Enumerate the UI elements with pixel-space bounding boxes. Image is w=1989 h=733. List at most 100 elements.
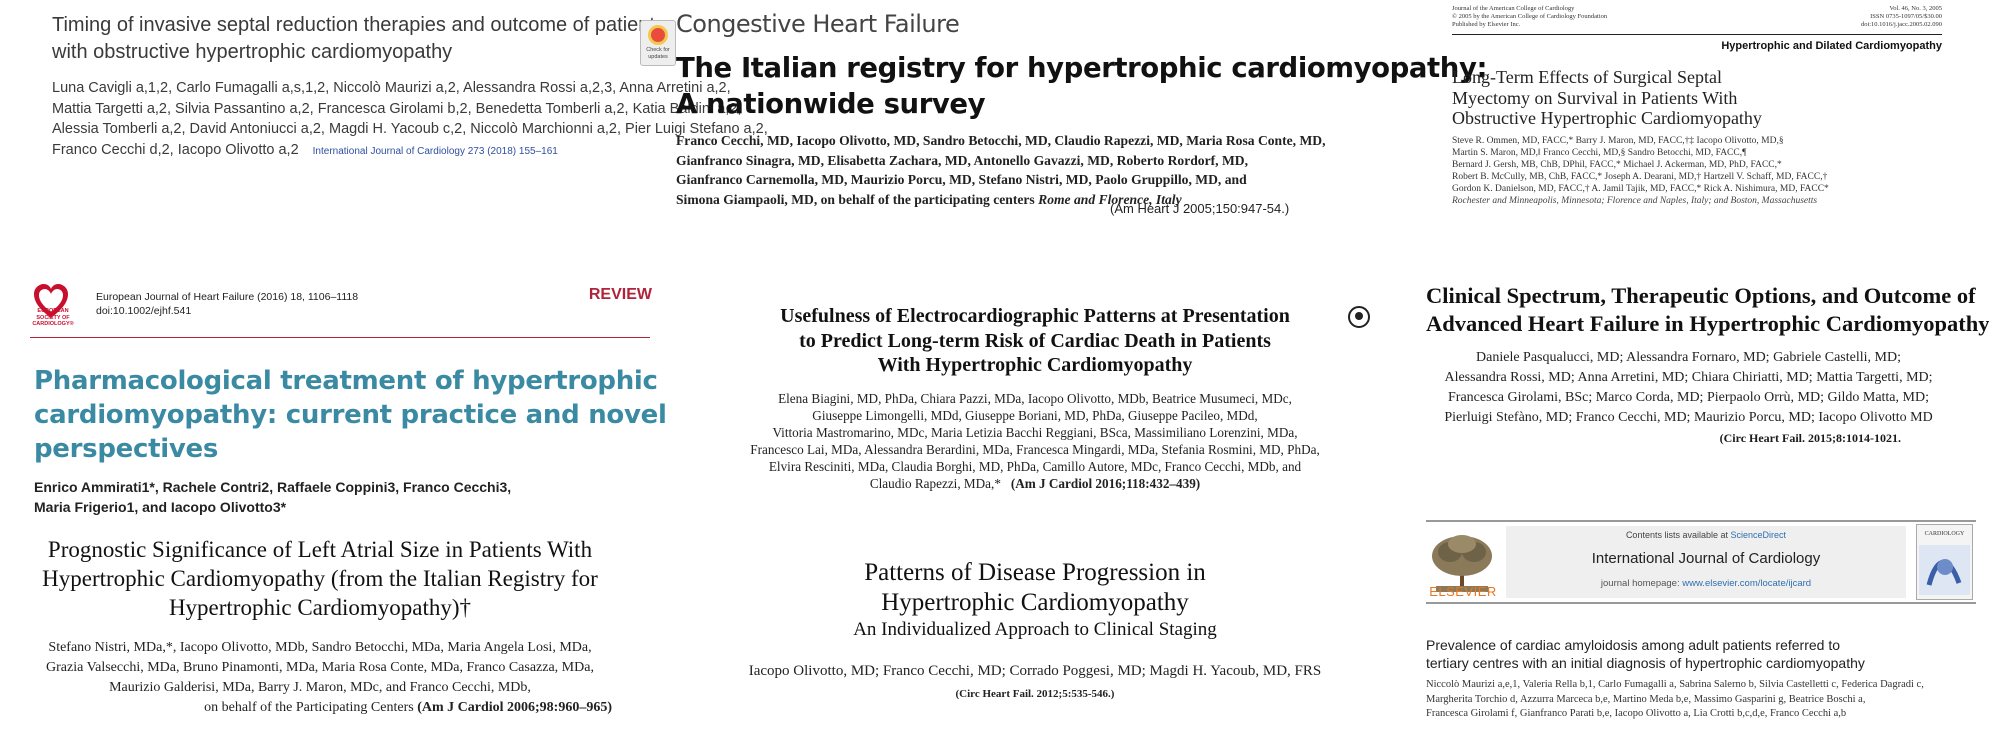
society-logo-text: EUROPEAN SOCIETY OF CARDIOLOGY® [30,308,76,328]
title-line: With Hypertrophic Cardiomyopathy [877,354,1193,376]
author-line: Vittoria Mastromarino, MDc, Maria Letizi… [772,424,1298,440]
contents-label: Contents lists available at [1625,530,1728,540]
logo-text-line: EUROPEAN [37,308,69,314]
title-line: perspectives [34,434,218,464]
author-line: Maurizio Galderisi, MDa, Barry J. Maron,… [109,680,531,695]
article-type-badge: REVIEW [588,286,652,303]
author-list: Enrico Ammirati1*, Rachele Contri2, Raff… [34,478,634,517]
section-heading: Congestive Heart Failure [676,10,960,38]
author-line: Claudio Rapezzi, MDa,* [869,475,1001,491]
author-line: Mattia Targetti a,2, Silvia Passantino a… [52,100,742,117]
author-list: Niccolò Maurizi a,e,1, Valeria Rella b,1… [1426,678,1976,722]
article-title: Long-Term Effects of Surgical Septal Mye… [1452,67,1872,129]
publisher-name[interactable]: ELSEVIER [1429,584,1497,599]
divider [30,337,650,338]
author-line: Pierluigi Stefàno, MD; Franco Cecchi, MD… [1444,410,1933,425]
title-line: Patterns of Disease Progression in [864,559,1206,586]
article-title: Pharmacological treatment of hypertrophi… [34,364,667,466]
journal-citation[interactable]: International Journal of Cardiology 273 … [312,145,558,157]
badge-ring [648,25,668,45]
title-line: Hypertrophic Cardiomyopathy [881,589,1189,616]
author-line: Alessia Tomberli a,2, David Antoniucci a… [52,121,768,137]
article-header-left-atrial-size: Prognostic Significance of Left Atrial S… [10,535,630,718]
journal-banner: ELSEVIER Contents lists available at Sci… [1426,520,1976,604]
author-list: Elena Biagini, MD, PhDa, Chiara Pazzi, M… [690,390,1380,492]
title-line: Usefulness of Electrocardiographic Patte… [780,305,1290,327]
header-line: © 2005 by the American College of Cardio… [1452,13,1608,20]
journal-header-left: Journal of the American College of Cardi… [1452,5,1607,29]
badge-label: Check for updates [646,47,670,60]
article-title: The Italian registry for hypertrophic ca… [676,50,1488,122]
author-line: Daniele Pasqualucci, MD; Alessandra Forn… [1476,350,1901,365]
journal-homepage-link[interactable]: www.elsevier.com/locate/ijcard [1682,578,1812,589]
title-line: Prognostic Significance of Left Atrial S… [47,537,593,562]
homepage-label: journal homepage: [1600,578,1680,589]
journal-citation: (Am J Cardiol 2016;118:432–439) [1010,475,1201,491]
author-line: Alessandra Rossi, MD; Anna Arretini, MD;… [1444,370,1933,385]
title-line: Long-Term Effects of Surgical Septal [1452,67,1722,87]
article-header-surgical-myectomy: Journal of the American College of Cardi… [1452,5,1942,215]
author-line: Francesca Girolami, BSc; Marco Corda, MD… [1448,390,1929,405]
author-line: Franco Cecchi d,2, Iacopo Olivotto a,2 [52,141,299,158]
header-line: Vol. 46, No. 3, 2005 [1889,5,1942,12]
article-header-pharmacological-treatment: EUROPEAN SOCIETY OF CARDIOLOGY® European… [30,270,667,530]
esc-heart-logo-icon [34,284,68,318]
article-title: Patterns of Disease Progression in Hyper… [690,558,1380,618]
header-line: Journal of the American College of Cardi… [1452,5,1575,12]
author-location: Rochester and Minneapolis, Minnesota; Fl… [1452,196,1818,206]
article-header-timing-septal: Timing of invasive septal reduction ther… [52,12,768,162]
author-line: Elena Biagini, MD, PhDa, Chiara Pazzi, M… [778,390,1292,406]
header-line: doi:10.1016/j.jacc.2005.02.090 [1860,21,1942,28]
divider [1452,34,1942,35]
journal-citation: (Am J Cardiol 2006;98:960–965) [417,700,612,715]
author-list: Steve R. Ommen, MD, FACC,* Barry J. Maro… [1452,135,1922,207]
article-subtitle: An Individualized Approach to Clinical S… [853,619,1217,640]
title-line: Myectomy on Survival in Patients With [1452,87,1738,108]
elsevier-tree-logo-icon [1426,532,1498,594]
author-list: Stefano Nistri, MDa,*, Iacopo Olivotto, … [10,638,630,718]
author-line: Luna Cavigli a,1,2, Carlo Fumagalli a,s,… [52,80,731,96]
title-line: The Italian registry for hypertrophic ca… [676,52,1488,84]
title-line: Clinical Spectrum, Therapeutic Options, … [1426,283,1976,308]
author-location: Rome and Florence, Italy [1038,191,1182,207]
article-title: Prognostic Significance of Left Atrial S… [10,535,630,622]
crossmark-icon[interactable] [1348,306,1370,328]
article-header-disease-progression: Patterns of Disease Progression in Hyper… [690,558,1380,700]
author-line: Robert B. McCully, MB, ChB, FACC,* Josep… [1452,172,1828,182]
article-header-ecg-patterns: Usefulness of Electrocardiographic Patte… [690,304,1380,492]
cover-art-icon [1919,545,1970,595]
article-header-amyloidosis: ELSEVIER Contents lists available at Sci… [1426,520,1978,730]
author-line: Giuseppe Limongelli, MDd, Giuseppe Boria… [812,407,1258,423]
title-line: with obstructive hypertrophic cardiomyop… [52,41,453,63]
author-line: Gianfranco Carnemolla, MD, Maurizio Porc… [676,172,1247,187]
author-line: Gianfranco Sinagra, MD, Elisabetta Zacha… [676,152,1249,168]
journal-cover-thumbnail[interactable]: CARDIOLOGY [1916,524,1973,600]
author-line: Maria Frigerio1, and Iacopo Olivotto3* [34,498,287,515]
journal-line: European Journal of Heart Failure (2016)… [96,291,359,303]
author-line: Gordon K. Danielson, MD, FACC,† A. Jamil… [1452,184,1829,194]
title-line: Obstructive Hypertrophic Cardiomyopathy [1452,108,1762,128]
title-line: cardiomyopathy: current practice and nov… [34,400,667,430]
author-line: Steve R. Ommen, MD, FACC,* Barry J. Maro… [1452,136,1784,146]
check-for-updates-icon[interactable]: Check for updates [640,20,676,66]
article-title: Usefulness of Electrocardiographic Patte… [690,304,1380,378]
author-list: Iacopo Olivotto, MD; Franco Cecchi, MD; … [748,663,1322,679]
author-line: Francesca Girolami f, Gianfranco Parati … [1426,708,1847,719]
section-heading: Hypertrophic and Dilated Cardiomyopathy [1721,40,1942,52]
doi-link[interactable]: doi:10.1002/ejhf.541 [96,305,192,317]
journal-header-right: Vol. 46, No. 3, 2005 ISSN 0735-1097/05/$… [1861,5,1942,29]
author-line: Martin S. Maron, MD,‖ Franco Cecchi, MD,… [1452,148,1747,158]
title-line: Timing of invasive septal reduction ther… [52,14,665,36]
title-line: tertiary centres with an initial diagnos… [1426,655,1865,671]
author-line: Enrico Ammirati1*, Rachele Contri2, Raff… [34,479,512,495]
title-line: to Predict Long-term Risk of Cardiac Dea… [799,329,1271,352]
author-line: Elvira Resciniti, MDa, Claudia Borghi, M… [768,458,1302,474]
journal-citation: (Am Heart J 2005;150:947-54.) [1110,201,1290,216]
author-line: Margherita Torchio d, Azzurra Marceca b,… [1426,693,1866,705]
journal-citation: (Circ Heart Fail. 2012;5:535-546.) [955,688,1115,700]
logo-text-line: SOCIETY OF [36,314,70,321]
article-header-italian-registry: Congestive Heart Failure The Italian reg… [676,10,1488,216]
title-line: Prevalence of cardiac amyloidosis among … [1426,637,1840,653]
sciencedirect-link[interactable]: ScienceDirect [1730,530,1787,540]
title-line: Advanced Heart Failure in Hypertrophic C… [1426,311,1989,336]
